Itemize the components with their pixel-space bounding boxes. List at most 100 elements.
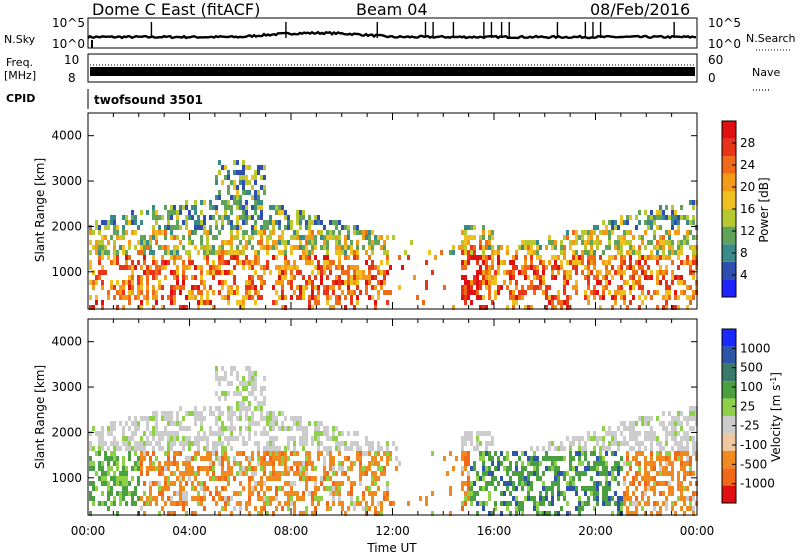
data-cell [242, 170, 245, 175]
data-cell [224, 396, 227, 401]
data-cell [110, 426, 113, 431]
data-cell [677, 230, 680, 235]
data-cell [224, 240, 227, 245]
data-cell [671, 436, 674, 441]
data-cell [611, 255, 614, 260]
data-cell [299, 240, 302, 245]
data-cell [476, 280, 479, 285]
data-cell [170, 255, 173, 260]
data-cell [485, 270, 488, 275]
data-cell [263, 376, 266, 381]
data-cell [332, 260, 335, 265]
data-cell [485, 265, 488, 270]
data-cell [206, 295, 209, 300]
data-cell [344, 240, 347, 245]
data-cell [650, 295, 653, 300]
data-cell [548, 240, 551, 245]
data-cell [230, 235, 233, 240]
data-cell [140, 290, 143, 295]
data-cell [287, 215, 290, 220]
data-cell [611, 230, 614, 235]
data-cell [521, 290, 524, 295]
data-cell [134, 421, 137, 426]
data-cell [551, 270, 554, 275]
data-cell [308, 305, 311, 310]
data-cell [248, 491, 251, 496]
data-cell [260, 245, 263, 250]
data-cell [509, 481, 512, 486]
data-cell [605, 260, 608, 265]
data-cell [191, 240, 194, 245]
data-cell [449, 491, 452, 496]
data-cell [221, 366, 224, 371]
data-cell [557, 290, 560, 295]
data-cell [455, 456, 458, 461]
data-cell [656, 481, 659, 486]
data-cell [365, 290, 368, 295]
data-cell [263, 220, 266, 225]
data-cell [230, 210, 233, 215]
data-cell [614, 461, 617, 466]
data-cell [287, 481, 290, 486]
data-cell [311, 466, 314, 471]
data-cell [404, 250, 407, 255]
data-cell [302, 441, 305, 446]
data-cell [473, 245, 476, 250]
data-cell [350, 441, 353, 446]
data-cell [674, 421, 677, 426]
nsearch-tick-top: 10^5 [708, 16, 741, 30]
data-cell [461, 436, 464, 441]
data-cell [125, 501, 128, 506]
data-cell [614, 290, 617, 295]
data-cell [482, 501, 485, 506]
data-cell [650, 416, 653, 421]
data-cell [542, 456, 545, 461]
data-cell [593, 446, 596, 451]
data-cell [623, 260, 626, 265]
data-cell [524, 275, 527, 280]
data-cell [467, 260, 470, 265]
data-cell [449, 451, 452, 456]
data-cell [212, 441, 215, 446]
data-cell [596, 501, 599, 506]
data-cell [140, 471, 143, 476]
data-cell [128, 416, 131, 421]
data-cell [314, 436, 317, 441]
data-cell [272, 300, 275, 305]
data-cell [620, 220, 623, 225]
data-cell [260, 406, 263, 411]
data-cell [638, 466, 641, 471]
data-cell [659, 506, 662, 511]
data-cell [497, 290, 500, 295]
data-cell [485, 260, 488, 265]
data-cell [314, 426, 317, 431]
data-cell [566, 486, 569, 491]
data-cell [149, 441, 152, 446]
data-cell [146, 295, 149, 300]
data-cell [248, 416, 251, 421]
data-cell [128, 491, 131, 496]
velocity-colorbar-tick-label: 25 [740, 399, 755, 413]
data-cell [218, 260, 221, 265]
data-cell [269, 411, 272, 416]
data-cell [605, 466, 608, 471]
data-cell [152, 451, 155, 456]
data-cell [317, 220, 320, 225]
data-cell [218, 511, 221, 516]
data-cell [383, 290, 386, 295]
data-cell [242, 220, 245, 225]
data-cell [278, 275, 281, 280]
data-cell [617, 240, 620, 245]
data-cell [260, 456, 263, 461]
data-cell [233, 280, 236, 285]
data-cell [218, 426, 221, 431]
data-cell [464, 501, 467, 506]
data-cell [314, 421, 317, 426]
data-cell [161, 305, 164, 310]
data-cell [479, 451, 482, 456]
data-cell [365, 511, 368, 516]
data-cell [245, 200, 248, 205]
data-cell [146, 451, 149, 456]
data-cell [521, 285, 524, 290]
data-cell [194, 230, 197, 235]
